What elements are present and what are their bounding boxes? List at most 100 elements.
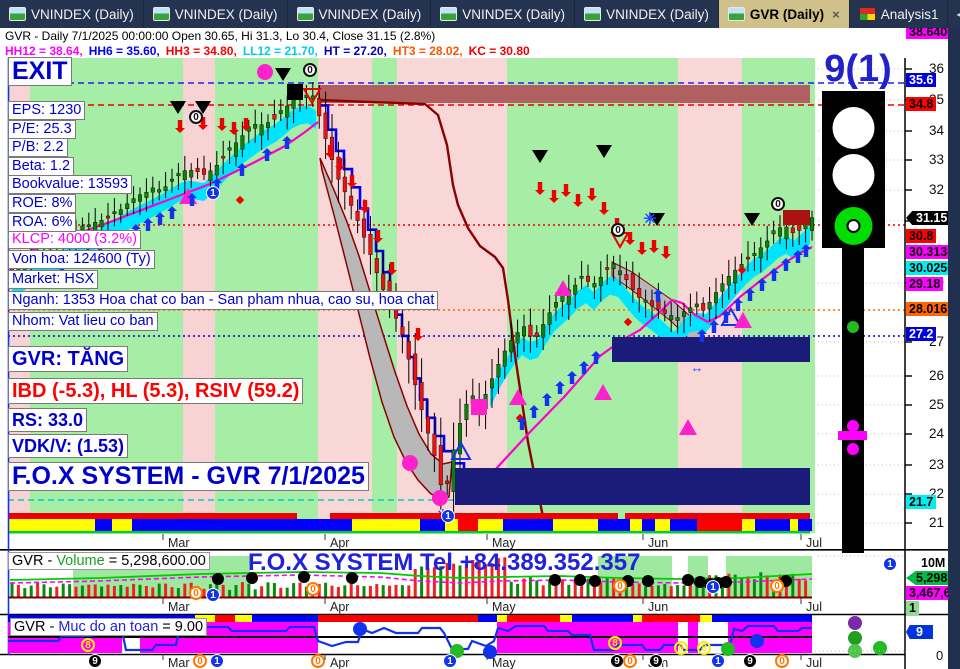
volume-annotation-icon: 0	[189, 586, 203, 600]
indicator-value: HT = 27.20,	[323, 44, 387, 58]
tab-vnindex-daily--4[interactable]: VNINDEX (Daily)	[575, 0, 719, 28]
fundamental-label: ROE: 8%	[8, 194, 77, 213]
chart-annotation-icon: 1	[206, 186, 220, 200]
chart-thumbnail-icon	[727, 7, 745, 21]
safety-annotation-icon: 8	[697, 641, 711, 655]
price-axis-label: 29.18	[906, 277, 944, 291]
fox-phone-banner: F.O.X SYSTEM Tel +84.389.352.357	[248, 549, 641, 576]
price-axis-label: 38.6406	[906, 25, 958, 39]
bottom-axis-annotation-icon: 0	[193, 654, 207, 668]
volume-axis-label: 1	[906, 601, 919, 615]
price-axis-label: 28.016	[906, 302, 951, 316]
tab-close-icon[interactable]: ×	[832, 6, 840, 22]
indicator-value: KC = 30.80	[468, 44, 530, 58]
x-axis-month-label-safety: Jul	[806, 656, 822, 669]
x-axis-month-label-safety: Mar	[168, 656, 190, 669]
chart-annotation-icon: 0	[611, 223, 625, 237]
x-axis-month-label-main: Apr	[330, 536, 350, 550]
chart-thumbnail-icon	[152, 7, 170, 21]
tab-vnindex-daily--2[interactable]: VNINDEX (Daily)	[288, 0, 432, 28]
x-axis-month-label-main: May	[492, 536, 516, 550]
x-axis-month-label-volume: Jul	[806, 600, 822, 614]
vdkv-label: VDK/V: (1.53)	[8, 434, 129, 458]
indicator-value: HH12 = 38.64,	[5, 44, 83, 58]
analysis-icon	[858, 7, 876, 21]
volume-title-prefix: GVR -	[12, 553, 57, 569]
chart-thumbnail-icon	[584, 7, 602, 21]
x-axis-month-label-safety: May	[492, 656, 516, 669]
bottom-axis-annotation-icon: 1	[711, 654, 725, 668]
volume-axis-label: 10M	[921, 556, 946, 570]
bottom-axis-annotation-icon: 1	[443, 654, 457, 668]
tab-label: VNINDEX (Daily)	[318, 6, 422, 22]
tab-bar: VNINDEX (Daily) VNINDEX (Daily) VNINDEX (D…	[0, 0, 960, 28]
safety-axis-label: 9	[906, 625, 933, 639]
fundamental-label: P/B: 2.2	[8, 138, 68, 158]
svg-text:✳: ✳	[643, 211, 656, 228]
nganh-label: Nganh: 1353 Hoa chat co ban - San pham n…	[8, 291, 439, 310]
tab-analysis1-6[interactable]: Analysis1	[850, 0, 949, 28]
fundamental-label: Bookvalue: 13593	[8, 175, 133, 195]
volume-title-name: Volume	[56, 553, 105, 569]
volume-pane-title: GVR - Volume = 5,298,600.00	[8, 552, 210, 570]
ibd-hl-rsiv-label: IBD (-5.3), HL (5.3), RSIV (59.2)	[8, 378, 304, 404]
fundamental-label: EPS: 1230	[8, 101, 86, 120]
tab-nav-controls: ◂▸≡	[948, 0, 960, 28]
volume-annotation-icon: 0	[306, 582, 320, 596]
tab-label: Analysis1	[880, 6, 939, 22]
price-axis-tick: 25	[928, 397, 944, 412]
bottom-axis-annotation-icon: 0	[775, 654, 789, 668]
chart-annotation-icon: 0	[303, 63, 317, 77]
safety-annotation-icon: 8	[608, 636, 622, 650]
tab-scroll-left-icon[interactable]: ◂	[956, 7, 960, 21]
volume-annotation-icon: 1	[706, 580, 720, 594]
price-axis-label: 35.6	[906, 73, 937, 87]
price-axis-label: 34.8	[906, 97, 937, 111]
bottom-axis-annotation-icon: 9	[88, 654, 102, 668]
klcp-label: KLCP: 4000 (3.2%)	[8, 230, 141, 249]
tab-vnindex-daily--1[interactable]: VNINDEX (Daily)	[144, 0, 288, 28]
tab-label: GVR (Daily)	[749, 6, 825, 22]
price-axis-tick: 36	[928, 61, 944, 76]
bottom-axis-annotation-icon: 0	[311, 654, 325, 668]
x-axis-month-label-volume: Apr	[330, 600, 350, 614]
safety-annotation-icon: 8	[674, 641, 688, 655]
nhom-label: Nhom: Vat lieu co ban	[8, 312, 158, 331]
signal-count-label: 9(1)	[824, 48, 892, 90]
price-axis-tick: 23	[928, 457, 944, 472]
bottom-axis-annotation-icon: 9	[743, 654, 757, 668]
volume-annotation-icon: 1	[206, 588, 220, 602]
vonhoa-label: Von hoa: 124600 (Ty)	[8, 250, 155, 269]
volume-annotation-icon: 1	[883, 557, 897, 571]
price-axis-tick: 34	[928, 123, 944, 138]
indicator-value: LL12 = 21.70,	[242, 44, 318, 58]
tab-vnindex-daily--3[interactable]: VNINDEX (Daily)	[431, 0, 576, 28]
safety-annotation-icon: 8	[81, 638, 95, 652]
chart-annotation-icon: 0	[189, 110, 203, 124]
x-axis-month-label-volume: Mar	[168, 600, 190, 614]
indicator-values-bar: HH12 = 38.64, HH6 = 35.60, HH3 = 34.80, LL1…	[0, 44, 910, 58]
tab-vnindex-daily--0[interactable]: VNINDEX (Daily)	[0, 0, 144, 28]
bottom-axis-annotation-icon: 9	[649, 654, 663, 668]
tab-label: VNINDEX (Daily)	[31, 6, 134, 22]
x-axis-month-label-safety: Apr	[330, 656, 350, 669]
price-axis-tick: 21	[928, 515, 944, 530]
x-axis-month-label-main: Jun	[648, 536, 669, 550]
window-right-edge[interactable]	[948, 0, 960, 669]
volume-annotation-icon: 0	[770, 579, 784, 593]
fundamental-label: Beta: 1.2	[8, 156, 75, 176]
bottom-axis-annotation-icon: 9	[610, 654, 624, 668]
tab-label: VNINDEX (Daily)	[462, 6, 566, 22]
indicator-value: HT3 = 28.02,	[392, 44, 463, 58]
volume-annotation-icon: 0	[613, 579, 627, 593]
safety-title-name: Muc do an toan	[58, 619, 159, 635]
chart-thumbnail-icon	[296, 7, 314, 21]
tab-gvr-daily--5[interactable]: GVR (Daily) ×	[718, 0, 850, 28]
fundamental-label: ROA: 6%	[8, 212, 77, 232]
volume-title-value: = 5,298,600.00	[104, 553, 206, 569]
trend-signal-label: GVR: TĂNG	[8, 346, 129, 372]
rs-label: RS: 33.0	[8, 408, 88, 432]
x-axis-month-label-main: Mar	[168, 536, 190, 550]
x-axis-month-label-volume: May	[492, 600, 516, 614]
